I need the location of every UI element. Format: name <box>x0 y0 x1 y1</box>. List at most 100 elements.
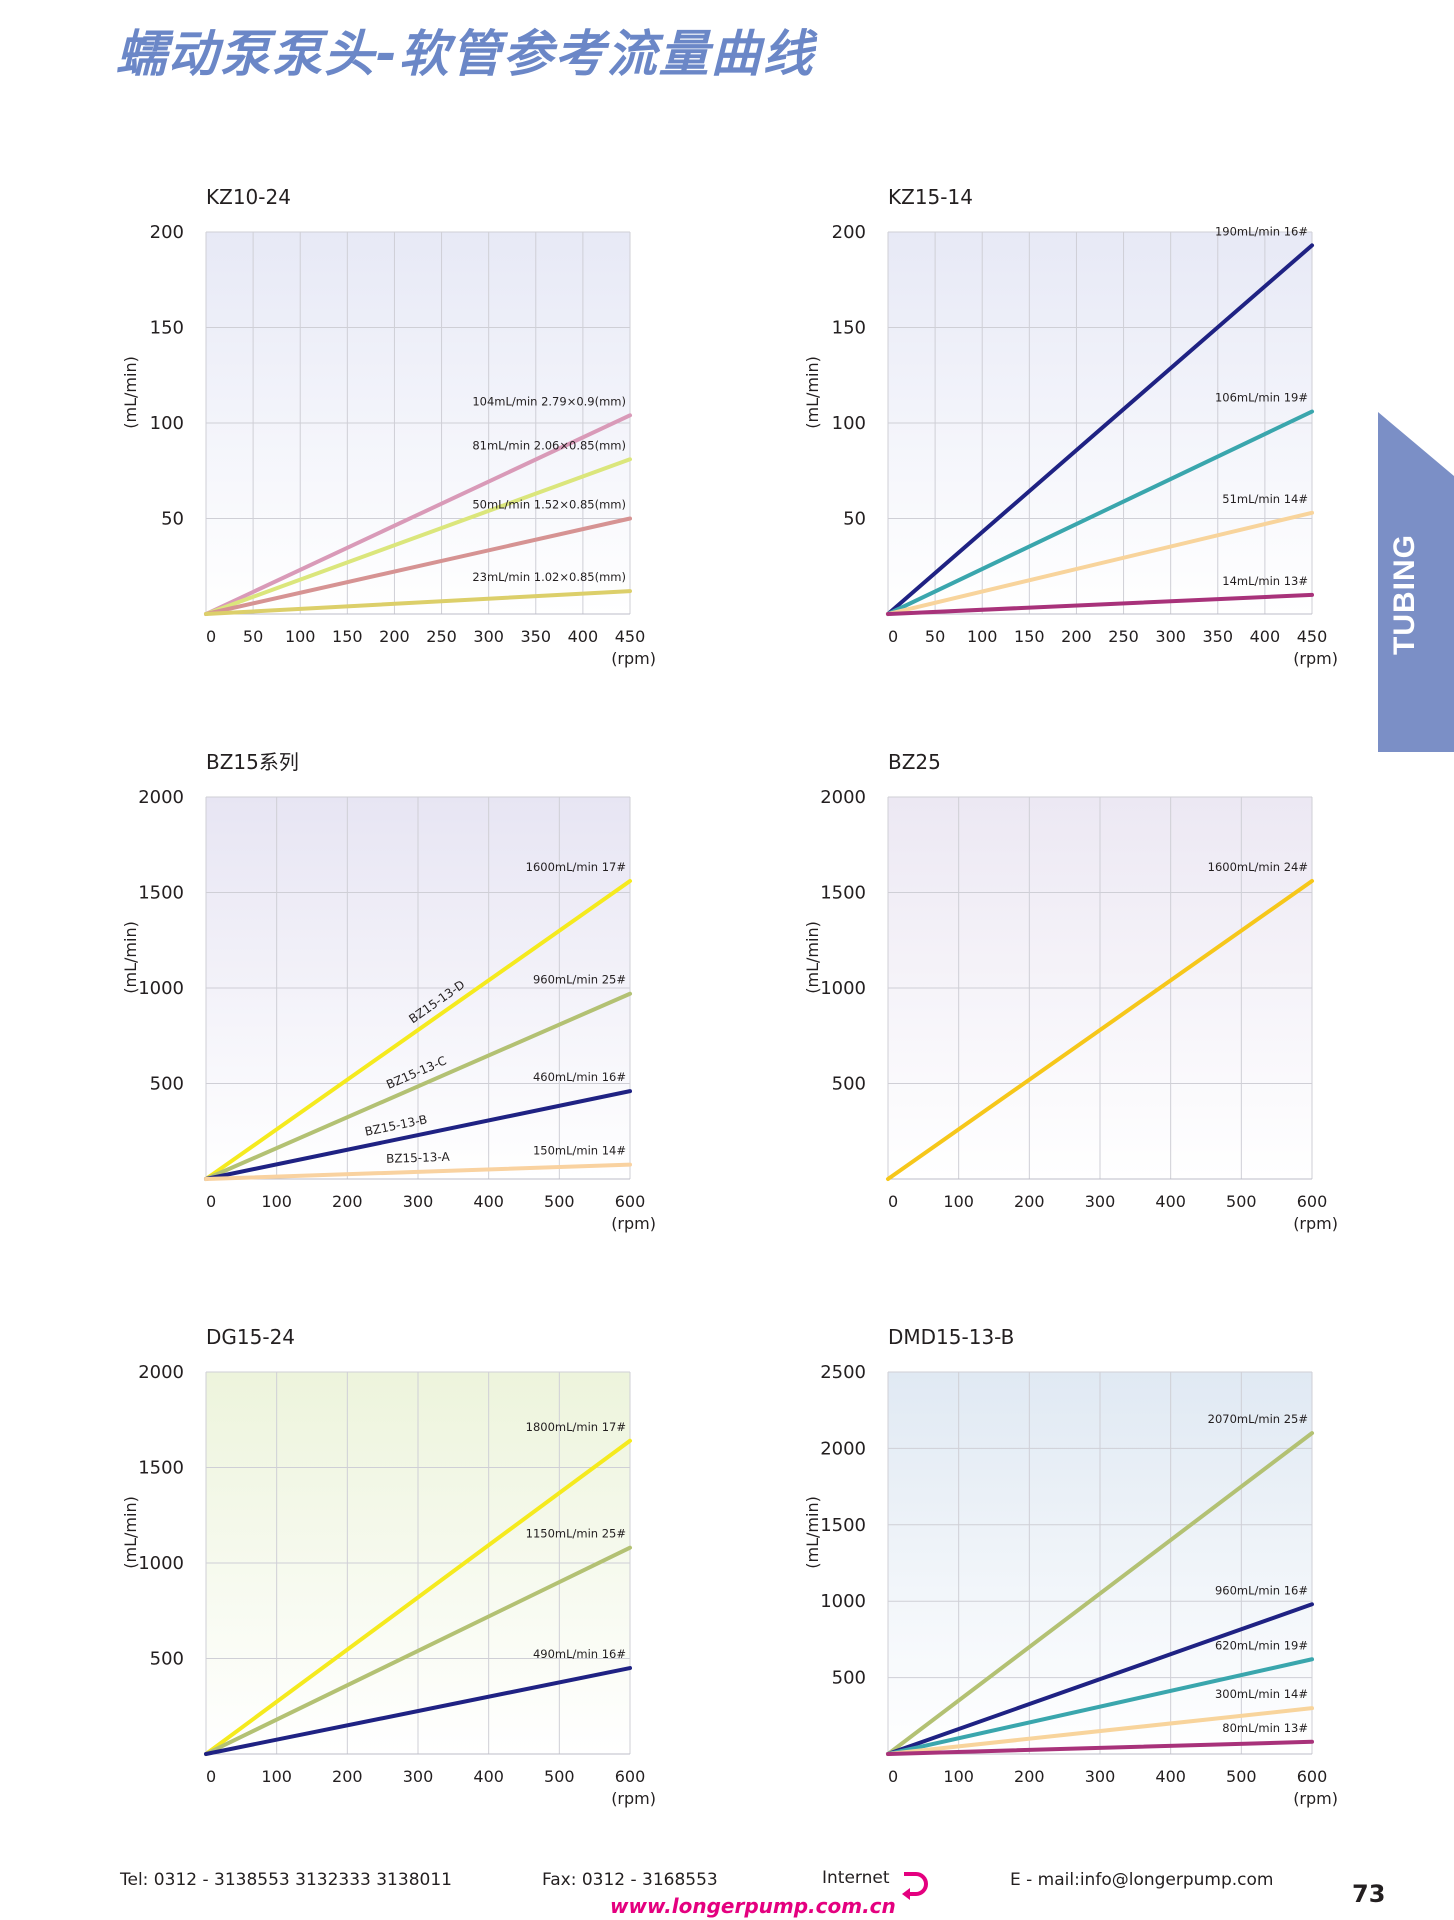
footer-email[interactable]: E - mail:info@longerpump.com <box>1010 1870 1274 1890</box>
y-tick-label: 1500 <box>138 883 184 904</box>
x-axis-label: (rpm) <box>611 1789 656 1808</box>
y-tick-label: 1000 <box>820 978 866 999</box>
chart-svg: DMD15-13-B 0 100 200 300 400 500 600 500 1000 1500… <box>803 1325 1338 1808</box>
series-line-1800ml-min-17 <box>204 1438 632 1756</box>
series-line-300ml-min-14 <box>886 1706 1314 1756</box>
x-tick-label: 200 <box>1014 1767 1045 1786</box>
x-tick-label: 450 <box>615 627 646 646</box>
x-tick-label: 100 <box>261 1767 292 1786</box>
x-tick-label: 150 <box>1014 627 1045 646</box>
series-label-190ml-min-16: 190mL/min 16# <box>1215 224 1308 238</box>
x-tick-label: 500 <box>544 1767 575 1786</box>
y-tick-label: 2500 <box>820 1362 866 1383</box>
series-line-104ml-min-2-79-0-9-mm <box>204 413 632 616</box>
x-tick-label: 50 <box>925 627 945 646</box>
chart-kz10-24: KZ10-24 0 50 100 150 200 250 300 350 400 450 50 100 1… <box>110 180 670 690</box>
chart-dmd15-13-b: DMD15-13-B 0 100 200 300 400 500 600 500 1000 1500… <box>792 1320 1352 1830</box>
page-number: 73 <box>1352 1880 1386 1908</box>
y-axis-label: (mL/min) <box>803 921 822 994</box>
x-tick-label: 400 <box>1155 1192 1186 1211</box>
series-label-50ml-min-1-52-0-85-mm: 50mL/min 1.52×0.85(mm) <box>472 498 626 512</box>
y-tick-label: 500 <box>150 1074 184 1095</box>
y-tick-label: 1500 <box>820 883 866 904</box>
series-line-620ml-min-19 <box>886 1657 1314 1756</box>
series-label-81ml-min-2-06-0-85-mm: 81mL/min 2.06×0.85(mm) <box>472 438 626 452</box>
x-tick-label: 50 <box>243 627 263 646</box>
series-label-620ml-min-19: 620mL/min 19# <box>1215 1638 1308 1652</box>
tubing-tab <box>1378 412 1454 752</box>
x-tick-label: 0 <box>888 1767 898 1786</box>
x-tick-label: 600 <box>615 1767 646 1786</box>
tab-shape <box>1378 412 1454 752</box>
series-label-1600ml-min-24: 1600mL/min 24# <box>1208 860 1308 874</box>
y-tick-label: 2000 <box>138 1362 184 1383</box>
series-label-1150ml-min-25: 1150mL/min 25# <box>526 1527 626 1541</box>
x-tick-label: 0 <box>206 627 216 646</box>
series-label-23ml-min-1-02-0-85-mm: 23mL/min 1.02×0.85(mm) <box>472 570 626 584</box>
x-tick-label: 500 <box>1226 1192 1257 1211</box>
y-tick-label: 200 <box>832 222 866 243</box>
y-axis-label: (mL/min) <box>803 356 822 429</box>
y-tick-label: 500 <box>832 1668 866 1689</box>
y-tick-label: 1000 <box>138 1553 184 1574</box>
series-line-960ml-min-25 <box>204 991 632 1181</box>
x-tick-label: 350 <box>1203 627 1234 646</box>
series-line-150ml-min-14 <box>204 1162 632 1181</box>
y-axis-label: (mL/min) <box>121 356 140 429</box>
series-label-2070ml-min-25: 2070mL/min 25# <box>1208 1412 1308 1426</box>
x-tick-label: 250 <box>1108 627 1139 646</box>
footer-tel: Tel: 0312 - 3138553 3132333 3138011 <box>120 1870 452 1890</box>
chart-title: BZ25 <box>888 750 941 774</box>
return-arrow-icon <box>900 1868 930 1912</box>
y-axis-label: (mL/min) <box>121 921 140 994</box>
series-label-490ml-min-16: 490mL/min 16# <box>533 1647 626 1661</box>
chart-svg: KZ10-24 0 50 100 150 200 250 300 350 400 450 50 100 1… <box>121 185 656 668</box>
x-tick-label: 200 <box>332 1192 363 1211</box>
x-axis-label: (rpm) <box>1293 649 1338 668</box>
y-tick-label: 1500 <box>138 1458 184 1479</box>
y-tick-label: 100 <box>832 413 866 434</box>
x-tick-label: 300 <box>1085 1192 1116 1211</box>
series-line-490ml-min-16 <box>204 1666 632 1756</box>
series-line-51ml-min-14 <box>886 510 1314 616</box>
x-tick-label: 300 <box>1085 1767 1116 1786</box>
y-tick-label: 1000 <box>820 1591 866 1612</box>
series-label-1800ml-min-17: 1800mL/min 17# <box>526 1420 626 1434</box>
x-tick-label: 600 <box>1297 1767 1328 1786</box>
x-tick-label: 100 <box>943 1767 974 1786</box>
chart-bz15-series: BZ15系列 0 100 200 300 400 500 600 500 1000 1500 2000… <box>110 745 670 1255</box>
x-axis-label: (rpm) <box>611 649 656 668</box>
x-tick-label: 100 <box>967 627 998 646</box>
tubing-label: TUBING <box>1388 534 1421 655</box>
series-line-14ml-min-13 <box>886 592 1314 616</box>
y-tick-label: 500 <box>150 1649 184 1670</box>
series-label-300ml-min-14: 300mL/min 14# <box>1215 1687 1308 1701</box>
x-tick-label: 200 <box>379 627 410 646</box>
series-label-460ml-min-16: 460mL/min 16# <box>533 1070 626 1084</box>
x-tick-label: 400 <box>473 1767 504 1786</box>
website-link[interactable]: www.longerpump.com.cn <box>610 1894 896 1918</box>
y-tick-label: 50 <box>161 509 184 530</box>
x-tick-label: 200 <box>1061 627 1092 646</box>
x-tick-label: 300 <box>1155 627 1186 646</box>
series-line-2070ml-min-25 <box>886 1431 1314 1756</box>
y-tick-label: 50 <box>843 509 866 530</box>
chart-kz15-14: KZ15-14 0 50 100 150 200 250 300 350 400 450 50 100 1… <box>792 180 1352 690</box>
x-tick-label: 450 <box>1297 627 1328 646</box>
series-line-106ml-min-19 <box>886 409 1314 616</box>
chart-title: BZ15系列 <box>206 750 299 774</box>
series-line-50ml-min-1-52-0-85-mm <box>204 516 632 616</box>
x-tick-label: 500 <box>1226 1767 1257 1786</box>
x-tick-label: 200 <box>332 1767 363 1786</box>
series-line-80ml-min-13 <box>886 1739 1314 1756</box>
y-tick-label: 2000 <box>138 787 184 808</box>
series-label-960ml-min-25: 960mL/min 25# <box>533 973 626 987</box>
x-tick-label: 300 <box>403 1192 434 1211</box>
x-tick-label: 400 <box>473 1192 504 1211</box>
chart-dg15-24: DG15-24 0 100 200 300 400 500 600 500 1000 1500 200… <box>110 1320 670 1830</box>
series-tag-bz15-13-a: BZ15-13-A <box>386 1150 451 1166</box>
y-tick-label: 200 <box>150 222 184 243</box>
y-tick-label: 150 <box>150 318 184 339</box>
footer-internet-label: Internet <box>822 1868 890 1888</box>
series-line-1150ml-min-25 <box>204 1545 632 1756</box>
